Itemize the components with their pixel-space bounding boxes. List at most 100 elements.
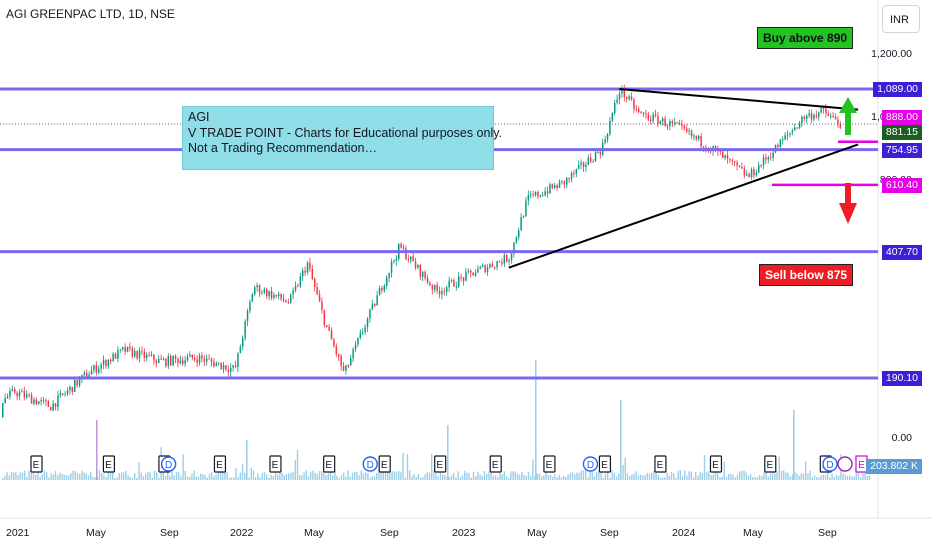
candle-body (246, 311, 249, 322)
candle-body (83, 372, 86, 375)
volume-bar (532, 459, 534, 480)
last-price-badge[interactable]: 881.15 (881, 125, 922, 141)
volume-bar (147, 471, 149, 480)
volume-bar (567, 474, 569, 480)
volume-bar (732, 474, 734, 480)
volume-bar (15, 471, 17, 480)
earnings-marker (269, 455, 282, 473)
buy-callout[interactable]: Buy above 890 (757, 27, 854, 49)
candle-body (371, 303, 374, 310)
volume-bar (701, 472, 703, 480)
time-tick-label: May (527, 527, 547, 539)
volume-bar (796, 473, 798, 480)
candle-body (14, 389, 16, 393)
candle-body (772, 152, 774, 158)
volume-bar (750, 474, 752, 480)
candle-body (513, 242, 515, 254)
ticker-title[interactable]: AGI GREENPAC LTD, 1D, NSE (6, 7, 175, 21)
earnings-marker-label: E (216, 460, 223, 471)
text-annotation[interactable]: AGI V TRADE POINT - Charts for Education… (182, 106, 502, 170)
candle-body (194, 358, 196, 360)
volume-bar (582, 470, 585, 480)
target-badge[interactable]: 610.40 (881, 177, 922, 193)
volume-bar (477, 471, 479, 480)
dividend-marker-upcoming (837, 456, 853, 472)
volume-bar (523, 474, 525, 480)
candle-body (47, 401, 50, 407)
candle-body (676, 122, 678, 124)
level-badge[interactable]: 190.10 (881, 371, 922, 386)
candle-body (758, 165, 760, 173)
volume-bar (294, 460, 296, 480)
volume-bar (292, 472, 294, 480)
candle-body (150, 354, 153, 356)
volume-bar (52, 474, 54, 480)
volume-bar (774, 473, 776, 480)
currency-selector[interactable]: INR (882, 5, 920, 33)
volume-bar (413, 474, 415, 480)
level-badge[interactable]: 407.70 (881, 244, 922, 260)
volume-bar (710, 475, 712, 480)
volume-bar (833, 476, 835, 480)
volume-bar (558, 474, 560, 480)
volume-bar (312, 470, 314, 480)
candle-body (818, 112, 820, 117)
candle-body (11, 389, 14, 391)
candle-body (702, 146, 705, 148)
candle-body (791, 130, 794, 133)
candle-body (280, 293, 282, 299)
candle-body (801, 116, 803, 124)
volume-bar (596, 471, 598, 480)
trendlines[interactable] (508, 88, 859, 269)
volume-bar (813, 475, 816, 480)
candle-body (254, 287, 256, 295)
volume-bar (794, 472, 796, 480)
volume-bar (560, 477, 563, 480)
candle-body (100, 364, 102, 369)
volume-bar (589, 471, 591, 480)
volume-bar (516, 473, 519, 480)
candle-body (422, 271, 424, 277)
trendline (619, 88, 859, 111)
candle-body (789, 132, 791, 135)
candle-body (270, 291, 273, 299)
candle-body (218, 362, 220, 364)
candle-body (52, 403, 54, 411)
candle-body (645, 113, 647, 115)
volume-bar (134, 472, 136, 480)
volume-bar (193, 470, 195, 480)
candle-body (227, 369, 230, 372)
level-badge[interactable]: 1,089.00 (873, 82, 922, 97)
candle-body (726, 155, 729, 159)
volume-bar (468, 472, 470, 480)
candle-body (472, 272, 474, 276)
target-badge[interactable]: 888.00 (881, 109, 922, 125)
volume-bar (376, 473, 378, 480)
candle-body (652, 114, 654, 121)
volume-bar (822, 474, 824, 480)
candle-body (95, 365, 98, 373)
volume-bar (668, 475, 670, 480)
volume-bar (338, 477, 340, 480)
volume-bar (202, 473, 204, 480)
candle-body (134, 350, 136, 357)
volume-bar (323, 472, 325, 480)
candle-body (827, 113, 830, 117)
candle-body (386, 277, 388, 286)
volume-bar (288, 473, 290, 480)
annotation-line: Not a Trading Recommendation… (188, 141, 377, 155)
earnings-marker (764, 455, 777, 473)
candle-body (662, 118, 664, 122)
volume-bar (215, 474, 217, 480)
event-markers[interactable]: EEEEEEEEEEEEEEEDDDDE (30, 455, 868, 473)
volume-bar (167, 470, 169, 480)
volume-bar (186, 476, 189, 480)
volume-bar (24, 470, 26, 480)
earnings-marker (709, 455, 723, 473)
level-badge[interactable]: 754.95 (881, 142, 922, 158)
candle-body (225, 365, 227, 370)
sell-callout[interactable]: Sell below 875 (759, 264, 854, 286)
volume-bar (171, 470, 173, 480)
volume-bar (285, 474, 288, 480)
